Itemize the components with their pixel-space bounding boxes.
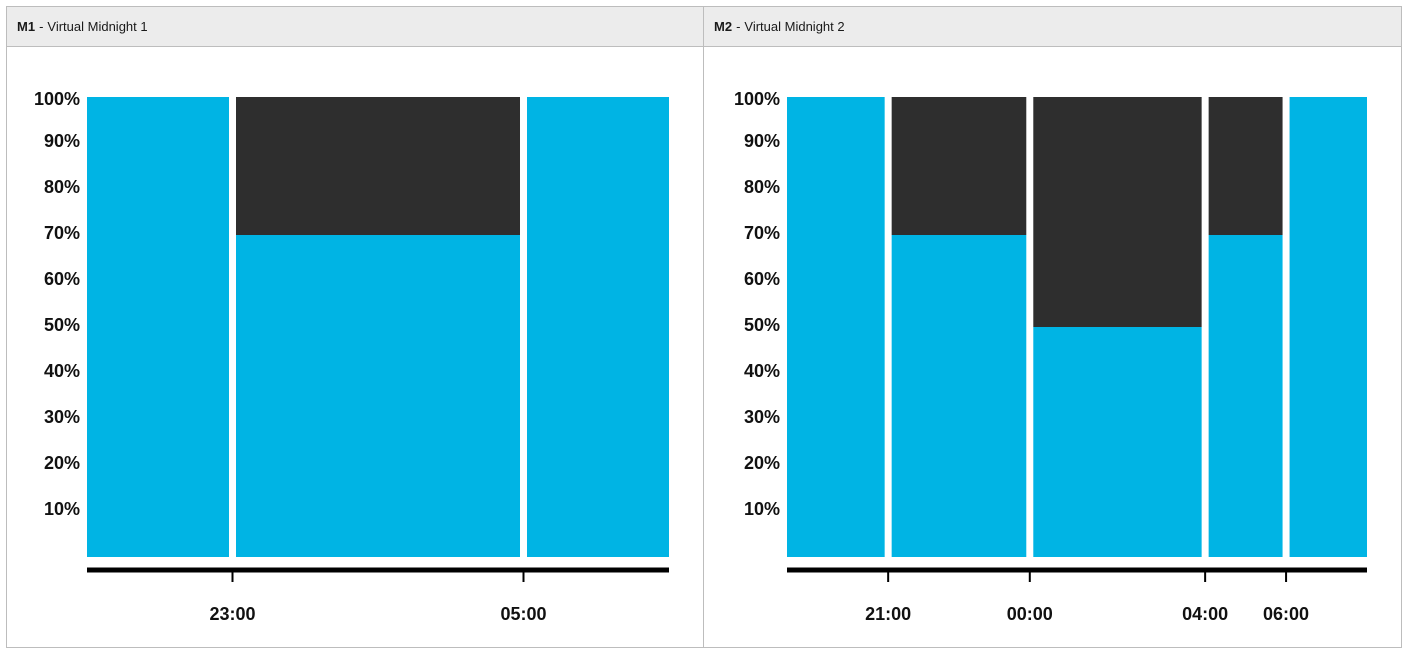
y-tick-label: 90% — [44, 131, 80, 151]
bar-on-segment — [787, 97, 885, 557]
chart-m2: 100% 90% 80% 70% 60% 50% 40% 30% 20% 10% 21:00 00:0… — [734, 89, 1367, 624]
bar-on-segment — [236, 235, 520, 557]
y-tick-label: 10% — [744, 499, 780, 519]
x-tick-label: 05:00 — [500, 604, 546, 624]
panel-code-m2: M2 — [714, 19, 733, 34]
panel-m2: M2 - Virtual Midnight 2 100% 90% 80% 70% 60%… — [704, 6, 1402, 648]
y-tick-label: 80% — [744, 177, 780, 197]
dimming-profiles: M1 - Virtual Midnight 1 100% 90% 80% 70% 60%… — [6, 6, 1402, 648]
y-tick-label: 100% — [34, 89, 80, 109]
panel-m1: M1 - Virtual Midnight 1 100% 90% 80% 70% 60%… — [6, 6, 704, 648]
y-tick-label: 40% — [744, 361, 780, 381]
y-tick-label: 90% — [744, 131, 780, 151]
bar-off-segment — [236, 97, 520, 235]
bar-on-segment — [1208, 235, 1283, 557]
y-tick-label: 30% — [44, 407, 80, 427]
y-tick-label: 60% — [744, 269, 780, 289]
y-tick-label: 10% — [44, 499, 80, 519]
x-tick-label: 06:00 — [1263, 604, 1309, 624]
x-tick-mark — [887, 570, 890, 582]
y-tick-label: 50% — [744, 315, 780, 335]
panel-header-m1: M1 - Virtual Midnight 1 — [7, 7, 703, 47]
panel-header-m2: M2 - Virtual Midnight 2 — [704, 7, 1401, 47]
bar-on-segment — [1033, 327, 1202, 557]
panel-title-m1: Virtual Midnight 1 — [47, 19, 148, 34]
y-tick-label: 60% — [44, 269, 80, 289]
x-tick-label: 23:00 — [209, 604, 255, 624]
x-tick-label: 04:00 — [1182, 604, 1228, 624]
y-tick-label: 20% — [44, 453, 80, 473]
y-tick-label: 70% — [44, 223, 80, 243]
x-axis-line — [87, 567, 669, 573]
x-tick-mark — [1204, 570, 1207, 582]
chart-m1: 100% 90% 80% 70% 60% 50% 40% 30% 20% 10% 23:00 05:0… — [34, 89, 669, 624]
bar-on-segment — [1289, 97, 1367, 557]
y-tick-label: 40% — [44, 361, 80, 381]
x-tick-mark — [1285, 570, 1288, 582]
bar-on-segment — [87, 97, 229, 557]
panel-title-m2: Virtual Midnight 2 — [744, 19, 845, 34]
x-tick-mark — [231, 570, 234, 582]
y-tick-label: 80% — [44, 177, 80, 197]
x-axis-line — [787, 567, 1367, 573]
bar-off-segment — [891, 97, 1027, 235]
x-tick-mark — [1028, 570, 1031, 582]
panel-code-m1: M1 — [17, 19, 36, 34]
y-tick-label: 50% — [44, 315, 80, 335]
bar-on-segment — [891, 235, 1027, 557]
y-tick-label: 70% — [744, 223, 780, 243]
y-tick-label: 100% — [734, 89, 780, 109]
x-tick-label: 21:00 — [865, 604, 911, 624]
bar-on-segment — [527, 97, 669, 557]
panel-code-separator: - — [39, 19, 44, 34]
bar-off-segment — [1033, 97, 1202, 327]
x-tick-label: 00:00 — [1007, 604, 1053, 624]
panel-code-separator: - — [736, 19, 741, 34]
bar-off-segment — [1208, 97, 1283, 235]
y-tick-label: 30% — [744, 407, 780, 427]
y-tick-label: 20% — [744, 453, 780, 473]
x-tick-mark — [522, 570, 525, 582]
